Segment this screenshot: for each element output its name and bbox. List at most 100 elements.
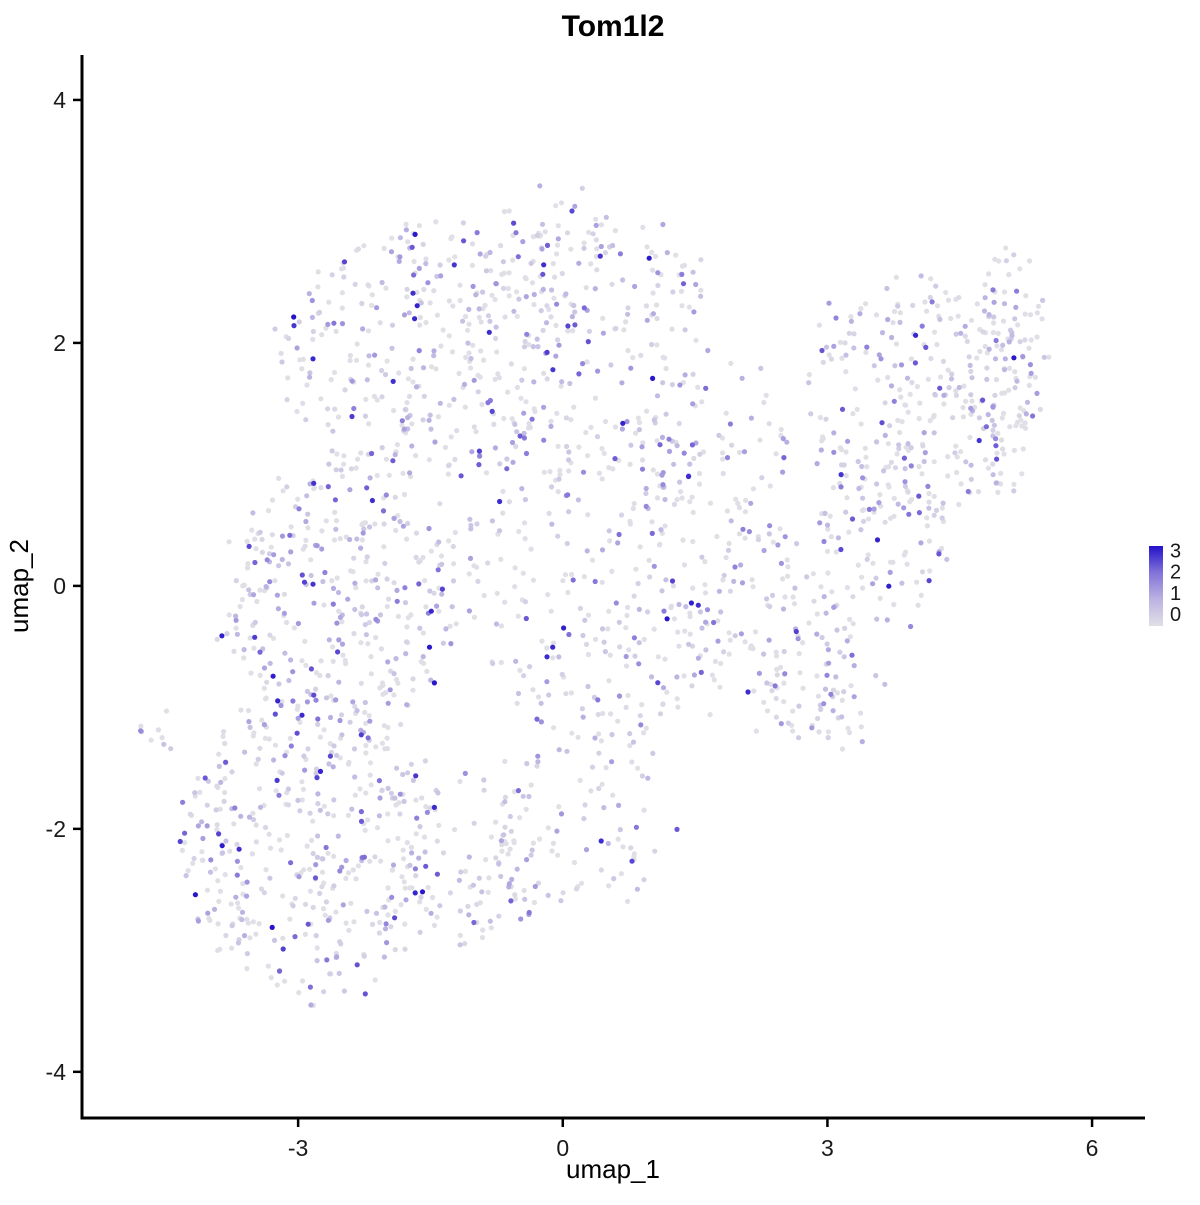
cell-point xyxy=(352,774,358,780)
cell-point xyxy=(421,393,427,399)
cell-point xyxy=(648,674,655,680)
cell-point xyxy=(366,353,372,359)
cell-point xyxy=(960,414,967,420)
cell-point xyxy=(238,813,244,819)
cell-point xyxy=(666,436,672,442)
cell-point xyxy=(687,613,693,620)
cell-point xyxy=(413,384,420,390)
cell-point xyxy=(236,905,242,911)
cell-point xyxy=(314,958,320,964)
cell-point xyxy=(404,536,410,542)
cell-point xyxy=(680,537,686,543)
cell-point xyxy=(941,401,947,407)
cell-point xyxy=(427,300,433,306)
cell-point xyxy=(257,804,264,810)
cell-point xyxy=(974,355,980,361)
cell-point xyxy=(303,537,309,543)
cell-point xyxy=(330,658,336,664)
cell-point xyxy=(537,183,543,189)
cell-point xyxy=(437,400,443,406)
cell-point xyxy=(261,685,267,691)
cell-point xyxy=(751,688,757,694)
cell-point xyxy=(875,377,881,383)
cell-point xyxy=(645,609,651,615)
cell-point xyxy=(477,374,483,380)
cell-point xyxy=(330,644,336,650)
cell-point xyxy=(873,673,879,679)
cell-point xyxy=(355,246,361,252)
cell-point xyxy=(264,557,270,563)
cell-point xyxy=(256,786,263,792)
cell-point xyxy=(874,537,881,543)
cell-point xyxy=(485,889,491,895)
cell-point xyxy=(732,564,738,570)
cell-point xyxy=(958,449,964,455)
cell-point xyxy=(251,645,257,651)
cell-point xyxy=(379,367,385,374)
cell-point xyxy=(431,348,437,354)
cell-point xyxy=(769,592,776,599)
cell-point xyxy=(480,927,486,933)
cell-point xyxy=(884,617,890,623)
cell-point xyxy=(753,728,760,734)
cell-point xyxy=(239,596,245,603)
cell-point xyxy=(431,353,437,359)
cell-point xyxy=(416,559,422,565)
cell-point xyxy=(994,456,1000,462)
cell-point xyxy=(625,898,631,905)
cell-point xyxy=(477,251,483,257)
cell-point xyxy=(568,417,574,423)
cell-point xyxy=(417,899,423,905)
cell-point xyxy=(893,274,899,280)
cell-point xyxy=(928,276,934,282)
cell-point xyxy=(636,661,642,667)
cell-point xyxy=(964,338,970,344)
cell-point xyxy=(582,802,588,808)
cell-point xyxy=(828,534,834,540)
cell-point xyxy=(920,443,926,449)
cell-point xyxy=(865,516,872,522)
cell-point xyxy=(617,644,623,650)
cell-point xyxy=(650,375,656,381)
cell-point xyxy=(471,614,477,620)
cell-point xyxy=(870,581,876,587)
cell-point xyxy=(534,763,540,769)
cell-point xyxy=(470,882,476,888)
cell-point xyxy=(595,368,601,374)
cell-point xyxy=(339,321,346,327)
cell-point xyxy=(941,392,947,398)
cell-point xyxy=(695,602,701,608)
cell-point xyxy=(689,494,695,500)
cell-point xyxy=(673,252,679,258)
cell-point xyxy=(403,897,409,903)
cell-point xyxy=(376,778,382,784)
cell-point xyxy=(643,303,650,309)
cell-point xyxy=(639,702,645,708)
cell-point xyxy=(418,300,424,306)
cell-point xyxy=(331,813,337,819)
cell-point xyxy=(521,344,528,350)
cell-point xyxy=(796,703,802,709)
cell-point xyxy=(257,587,263,593)
cell-point xyxy=(282,650,288,656)
cell-point xyxy=(394,765,400,771)
cell-point xyxy=(616,619,622,625)
cell-point xyxy=(843,352,849,358)
cell-point xyxy=(633,824,640,830)
cell-point xyxy=(250,810,256,816)
cell-point xyxy=(347,352,353,359)
cell-point xyxy=(627,518,633,525)
cell-point xyxy=(474,521,480,527)
cell-point xyxy=(354,456,361,462)
cell-point xyxy=(594,267,600,273)
cell-point xyxy=(510,220,517,226)
cell-point xyxy=(345,596,351,602)
cell-point xyxy=(857,311,863,317)
cell-point xyxy=(689,442,696,448)
cell-point xyxy=(405,376,411,382)
cell-point xyxy=(413,554,419,561)
cell-point xyxy=(482,302,488,308)
cell-point xyxy=(998,470,1004,476)
cell-point xyxy=(330,764,336,770)
